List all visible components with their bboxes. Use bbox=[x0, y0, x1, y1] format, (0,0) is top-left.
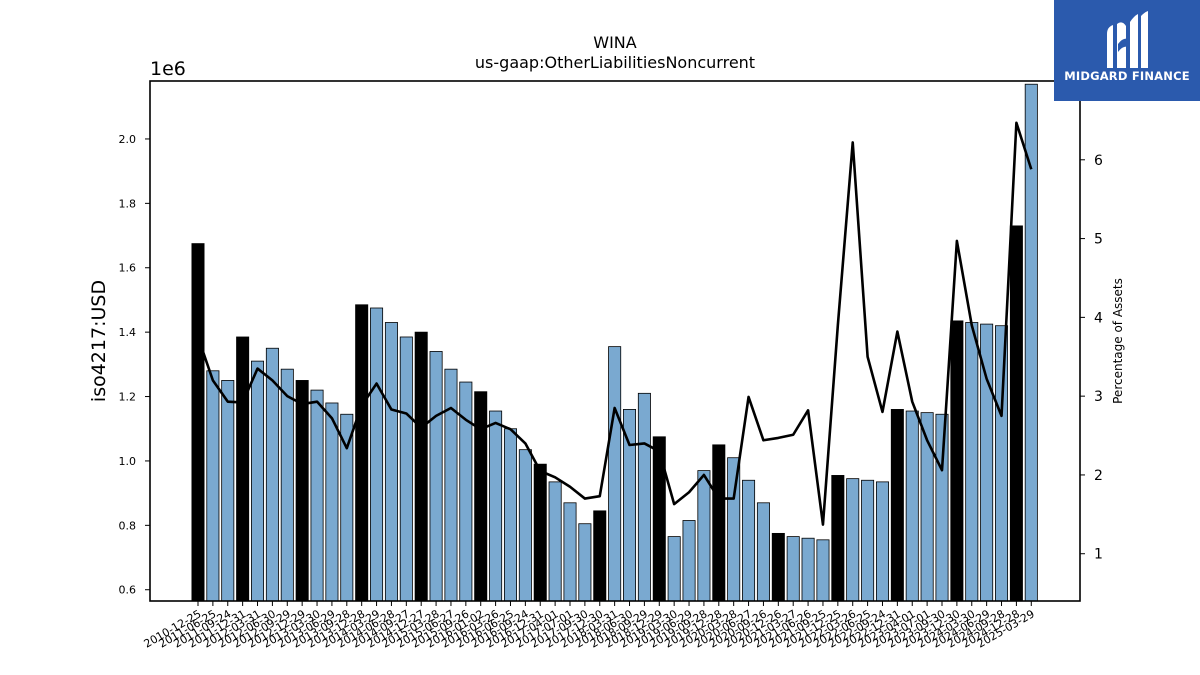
midgard-m-icon bbox=[1107, 11, 1148, 68]
bar-2014-03-29 bbox=[370, 307, 384, 602]
y-axis-multiplier: 1e6 bbox=[150, 58, 186, 80]
bar-2018-06-30 bbox=[623, 409, 637, 602]
axes-layer: 0.60.81.01.21.41.61.82.01234562010-12-25… bbox=[119, 80, 1103, 651]
bar-2019-06-29 bbox=[682, 520, 696, 602]
y-tick-label: 1.2 bbox=[119, 391, 137, 404]
bar-2013-03-30 bbox=[310, 389, 324, 602]
bar-2018-09-29 bbox=[637, 392, 651, 602]
y-tick-label: 1.8 bbox=[119, 197, 137, 210]
bar-2017-07-01 bbox=[563, 502, 577, 602]
bar-2020-12-26 bbox=[771, 532, 785, 602]
bar-2023-09-30 bbox=[935, 413, 949, 602]
bar-2019-12-28 bbox=[712, 444, 726, 602]
bar-2018-03-31 bbox=[608, 346, 622, 602]
y2-axis-label: Percentage of Assets bbox=[1111, 278, 1125, 404]
bar-2022-03-26 bbox=[846, 478, 860, 602]
brand-logo: MIDGARD FINANCE bbox=[1054, 0, 1200, 101]
brand-name: MIDGARD FINANCE bbox=[1064, 69, 1190, 83]
bar-2022-06-25 bbox=[861, 479, 875, 602]
bar-2017-12-30 bbox=[593, 510, 607, 602]
y2-tick-label: 4 bbox=[1094, 310, 1103, 326]
chart-subtitle: us-gaap:OtherLiabilitiesNoncurrent bbox=[475, 53, 755, 72]
bar-2012-12-29 bbox=[295, 380, 309, 602]
bar-2022-09-24 bbox=[875, 481, 889, 602]
line-layer bbox=[196, 121, 1033, 526]
bar-2021-06-26 bbox=[801, 537, 815, 602]
bar-2013-06-29 bbox=[325, 402, 339, 602]
bar-2018-12-29 bbox=[652, 436, 666, 602]
line-percentage-of-assets bbox=[196, 121, 1033, 526]
bar-2011-12-31 bbox=[236, 336, 250, 602]
bar-2014-06-28 bbox=[384, 322, 398, 602]
y-tick-label: 2.0 bbox=[119, 133, 137, 146]
bar-2019-03-30 bbox=[667, 536, 681, 602]
chart-title: WINA bbox=[593, 33, 637, 52]
bar-2025-03-29 bbox=[1024, 83, 1038, 602]
y-tick-label: 0.6 bbox=[119, 584, 137, 597]
y2-tick-label: 3 bbox=[1094, 389, 1103, 405]
y-tick-label: 1.0 bbox=[119, 455, 137, 468]
bar-2021-09-25 bbox=[816, 539, 830, 602]
bar-2023-12-30 bbox=[950, 320, 964, 602]
bar-2010-12-25 bbox=[191, 243, 205, 602]
bar-2015-06-27 bbox=[444, 368, 458, 602]
bar-2014-12-27 bbox=[414, 331, 428, 602]
bar-2011-06-25 bbox=[206, 370, 220, 602]
bar-2021-12-25 bbox=[831, 475, 845, 602]
bar-2016-06-25 bbox=[503, 428, 517, 602]
bar-2022-12-31 bbox=[890, 409, 904, 602]
y2-tick-label: 1 bbox=[1094, 547, 1103, 563]
y-tick-label: 1.6 bbox=[119, 262, 137, 275]
bar-2024-03-30 bbox=[965, 322, 979, 602]
y-axis-label: iso4217:USD bbox=[88, 280, 110, 402]
y-tick-label: 1.4 bbox=[119, 326, 137, 339]
bar-2011-09-24 bbox=[221, 380, 235, 602]
bar-2016-09-24 bbox=[518, 449, 532, 602]
bar-2017-04-01 bbox=[548, 481, 562, 602]
bar-2016-12-31 bbox=[533, 463, 547, 602]
bar-2023-04-01 bbox=[905, 410, 919, 602]
bars-layer bbox=[191, 83, 1038, 602]
bar-2020-09-26 bbox=[756, 502, 770, 602]
bar-2012-09-29 bbox=[280, 368, 294, 602]
bar-2024-09-28 bbox=[995, 325, 1009, 602]
bar-2014-09-27 bbox=[399, 336, 413, 602]
y2-tick-label: 2 bbox=[1094, 468, 1103, 484]
bar-2019-09-28 bbox=[697, 470, 711, 602]
bar-2024-12-28 bbox=[1009, 225, 1023, 602]
bar-2017-09-30 bbox=[578, 523, 592, 602]
bar-2016-01-02 bbox=[474, 391, 488, 602]
y-tick-label: 0.8 bbox=[119, 519, 137, 532]
bar-2021-03-27 bbox=[786, 536, 800, 602]
bar-2012-03-31 bbox=[251, 360, 265, 602]
y2-tick-label: 5 bbox=[1094, 232, 1103, 248]
bar-2020-03-28 bbox=[727, 457, 741, 602]
bar-2016-03-26 bbox=[489, 410, 503, 602]
bar-2020-06-27 bbox=[742, 479, 756, 602]
y2-tick-label: 6 bbox=[1094, 153, 1103, 169]
bar-2015-03-28 bbox=[429, 351, 443, 602]
bar-2013-12-28 bbox=[355, 304, 369, 602]
